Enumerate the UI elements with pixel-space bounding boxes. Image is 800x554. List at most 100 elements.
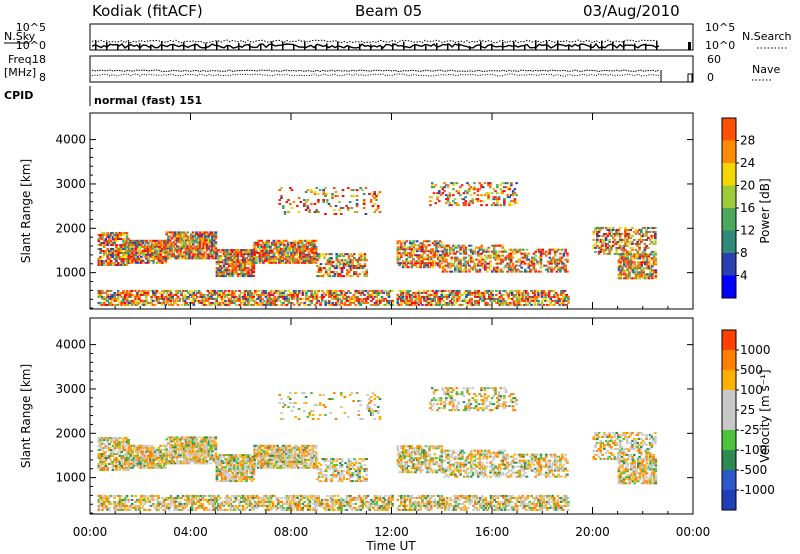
scatter-cell bbox=[161, 255, 164, 258]
scatter-cell bbox=[492, 202, 496, 205]
scatter-cell bbox=[389, 299, 393, 302]
scatter-cell bbox=[150, 446, 154, 449]
scatter-cell bbox=[220, 261, 224, 264]
scatter-cell bbox=[628, 273, 631, 276]
scatter-cell bbox=[152, 289, 155, 292]
scatter-cell bbox=[532, 268, 536, 271]
scatter-cell bbox=[478, 264, 482, 267]
scatter-cell bbox=[553, 289, 556, 292]
scatter-cell bbox=[152, 291, 155, 294]
scatter-cell bbox=[295, 247, 299, 250]
scatter-cell bbox=[182, 444, 186, 447]
scatter-cell bbox=[313, 297, 317, 300]
scatter-cell bbox=[205, 253, 209, 256]
scatter-cell bbox=[120, 451, 124, 454]
scatter-cell bbox=[250, 303, 254, 306]
scatter-cell bbox=[436, 242, 440, 245]
scatter-cell bbox=[265, 255, 269, 258]
scatter-cell bbox=[377, 291, 380, 294]
scatter-cell bbox=[435, 244, 438, 247]
scatter-cell bbox=[160, 293, 164, 296]
scatter-cell bbox=[127, 291, 131, 294]
scatter-cell bbox=[487, 182, 490, 185]
scatter-cell bbox=[533, 303, 537, 306]
freq-trace bbox=[91, 69, 693, 83]
scatter-cell bbox=[155, 253, 159, 256]
scatter-cell bbox=[396, 262, 400, 265]
scatter-cell bbox=[445, 194, 448, 197]
scatter-cell bbox=[177, 454, 181, 457]
scatter-cell bbox=[603, 250, 606, 253]
scatter-cell bbox=[429, 258, 433, 261]
scatter-cell bbox=[264, 289, 268, 292]
scatter-cell bbox=[189, 460, 193, 463]
scatter-cell bbox=[290, 243, 293, 246]
scatter-cell bbox=[243, 293, 247, 296]
scatter-cell bbox=[122, 301, 125, 304]
scatter-cell bbox=[134, 257, 138, 260]
scatter-cell bbox=[604, 226, 608, 229]
scatter-cell bbox=[441, 258, 445, 261]
scatter-cell bbox=[464, 248, 468, 251]
scatter-cell bbox=[455, 256, 459, 259]
power-ylabel: Slant Range [km] bbox=[19, 159, 33, 263]
scatter-cell bbox=[401, 266, 405, 269]
scatter-cell bbox=[604, 244, 608, 247]
scatter-cell bbox=[266, 301, 269, 304]
scatter-cell bbox=[502, 293, 505, 296]
scatter-cell bbox=[629, 259, 633, 262]
scatter-cell bbox=[278, 293, 282, 296]
scatter-cell bbox=[403, 244, 407, 247]
scatter-cell bbox=[487, 184, 490, 187]
scatter-cell bbox=[462, 198, 466, 201]
scatter-cell bbox=[227, 275, 231, 278]
scatter-cell bbox=[475, 291, 479, 294]
scatter-cell bbox=[106, 303, 109, 306]
scatter-cell bbox=[333, 275, 337, 278]
scatter-cell bbox=[315, 209, 318, 211]
scatter-cell bbox=[557, 248, 560, 251]
scatter-cell bbox=[108, 297, 111, 300]
scatter-cell bbox=[508, 268, 511, 271]
scatter-cell bbox=[435, 295, 438, 298]
scatter-cell bbox=[561, 301, 565, 304]
scatter-cell bbox=[417, 246, 421, 249]
scatter-cell bbox=[508, 188, 511, 191]
scatter-cell bbox=[506, 270, 509, 273]
scatter-cell bbox=[313, 239, 316, 242]
scatter-cell bbox=[635, 265, 638, 268]
scatter-cell bbox=[122, 234, 125, 237]
scatter-cell bbox=[462, 244, 466, 247]
scatter-cell bbox=[195, 233, 198, 236]
scatter-cell bbox=[532, 264, 536, 267]
scatter-cell bbox=[396, 240, 400, 243]
scatter-cell bbox=[205, 249, 209, 252]
scatter-cell bbox=[640, 255, 644, 258]
scatter-cell bbox=[188, 440, 191, 443]
scatter-cell bbox=[462, 268, 466, 271]
scatter-cell bbox=[168, 257, 172, 260]
scatter-cell bbox=[191, 241, 195, 244]
scatter-cell bbox=[537, 248, 541, 251]
scatter-cell bbox=[174, 448, 177, 451]
scatter-cell bbox=[238, 251, 242, 254]
scatter-cell bbox=[473, 182, 476, 185]
scatter-cell bbox=[141, 299, 145, 302]
scatter-cell bbox=[152, 247, 155, 250]
scatter-cell bbox=[480, 291, 484, 294]
scatter-cell bbox=[143, 255, 147, 258]
scatter-cell bbox=[138, 259, 141, 262]
scatter-cell bbox=[334, 291, 338, 294]
scatter-cell bbox=[116, 447, 120, 450]
scatter-cell bbox=[645, 257, 649, 260]
scatter-cell bbox=[99, 244, 102, 247]
scatter-cell bbox=[131, 460, 134, 463]
scatter-cell bbox=[378, 191, 382, 194]
scatter-cell bbox=[496, 256, 499, 259]
scatter-cell bbox=[168, 235, 172, 238]
scatter-cell bbox=[181, 257, 184, 260]
scatter-cell bbox=[159, 291, 162, 294]
scatter-cell bbox=[330, 271, 333, 274]
scatter-cell bbox=[234, 249, 238, 252]
scatter-cell bbox=[498, 297, 502, 300]
